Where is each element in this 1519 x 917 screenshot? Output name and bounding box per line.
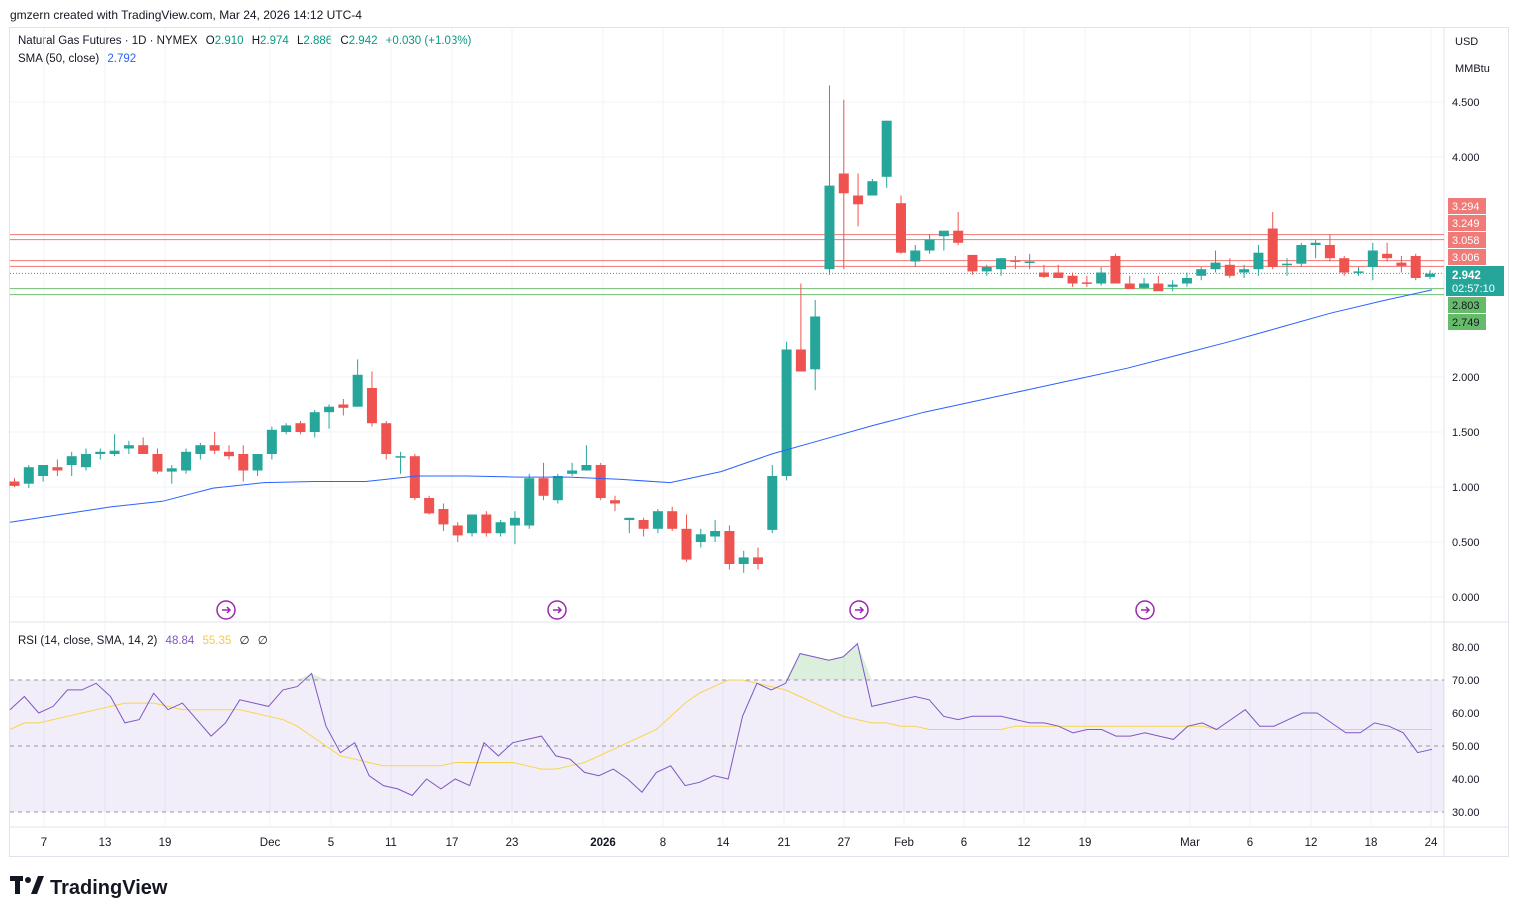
change-value: +0.030 (+1.03%) [385,35,472,47]
sma-legend[interactable]: SMA (50, close) 2.792 [18,53,141,65]
chart-credit: gmzern created with TradingView.com, Mar… [10,8,362,22]
currency-label[interactable]: USD [1455,36,1479,48]
rsi-value: 48.84 [165,635,195,647]
close-field: C2.942 [340,35,377,47]
high-field: H2.974 [252,35,289,47]
open-field: O2.910 [206,35,244,47]
high-label: H [251,35,261,47]
tradingview-mark-icon [10,876,44,900]
rsi-extra-1: ∅ [239,635,250,647]
open-value: 2.910 [214,35,244,47]
close-label: C [340,35,349,47]
low-value: 2.886 [303,35,333,47]
rsi-extra-2: ∅ [257,635,268,647]
sma-label: SMA (50, close) [18,53,100,65]
chart-frame [9,27,1509,857]
symbol-legend[interactable]: Natural Gas Futures · 1D · NYMEX O2.910 … [18,35,476,47]
tradingview-logo[interactable]: TradingView [10,876,167,900]
brand-name: TradingView [50,876,168,899]
open-label: O [205,35,215,47]
low-field: L2.886 [297,35,332,47]
close-value: 2.942 [348,35,378,47]
low-label: L [297,35,304,47]
symbol-name: Natural Gas Futures · 1D · NYMEX [18,35,198,47]
rsi-ma-value: 55.35 [202,635,232,647]
rsi-label: RSI (14, close, SMA, 14, 2) [18,635,158,647]
sma-value: 2.792 [107,53,137,65]
rsi-legend[interactable]: RSI (14, close, SMA, 14, 2) 48.84 55.35 … [18,633,273,647]
unit-label[interactable]: MMBtu [1455,63,1490,75]
high-value: 2.974 [260,35,289,47]
